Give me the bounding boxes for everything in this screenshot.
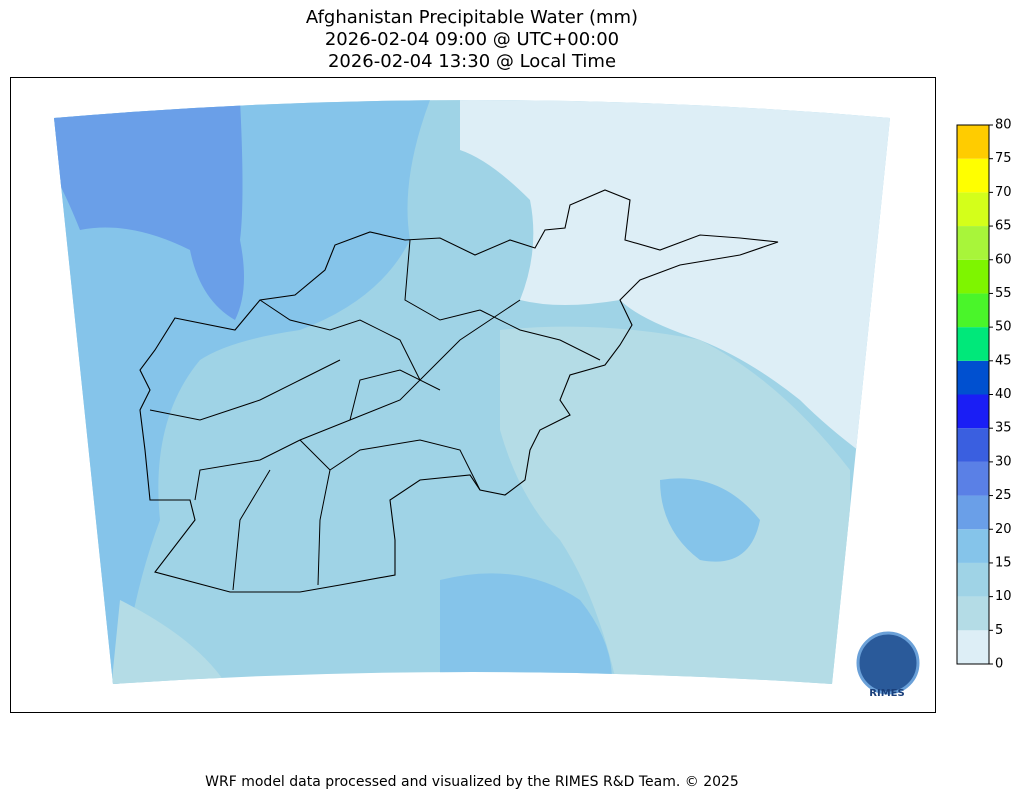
colorbar-bin [957,495,989,530]
colorbar-bin [957,327,989,361]
colorbar-bin [957,293,989,328]
logo-emblem [856,631,920,695]
colorbar-bin [957,428,989,462]
colorbar-bin [957,461,989,496]
field-region [54,100,244,320]
field-region [660,478,760,562]
colorbar-bin [957,529,989,563]
colorbar-bin [957,158,989,193]
tick-label: 70 [995,185,1012,200]
logo-text: RIMES [869,688,904,699]
colorbar-bin [957,596,989,631]
map: RIMES [54,100,920,699]
colorbar-bin [957,125,989,159]
tick-label: 25 [995,488,1012,503]
tick-label: 10 [995,589,1012,604]
tick-label: 65 [995,219,1012,234]
field-region [110,600,230,684]
field-region [440,573,612,684]
tick-label: 75 [995,151,1012,166]
colorbar-bin [957,360,989,395]
colorbar-bin [957,226,989,260]
tick-label: 0 [995,657,1003,672]
province-border [149,239,601,591]
title-line: Afghanistan Precipitable Water (mm) [306,7,638,28]
tick-label: 35 [995,421,1012,436]
tick-label: 40 [995,387,1012,402]
tick-label: 50 [995,320,1012,335]
colorbar-bin [957,562,989,597]
tick-label: 30 [995,454,1012,469]
title-line: 2026-02-04 09:00 @ UTC+00:00 [325,29,619,50]
tick-label: 60 [995,252,1012,267]
tick-label: 20 [995,522,1012,537]
colorbar-bin [957,394,989,429]
tick-label: 45 [995,353,1012,368]
colorbar-bin [957,630,989,664]
colorbar-bin [957,192,989,227]
title-line: 2026-02-04 13:30 @ Local Time [328,51,616,72]
colorbar: 0 5 10 15 20 25 30 35 40 45 50 55 60 65 70 75 80 [956,118,1012,672]
country-border [139,189,779,593]
field-region [460,100,890,480]
tick-label: 80 [995,118,1012,133]
colorbar-bin [957,259,989,294]
tick-label: 5 [995,623,1003,638]
tick-label: 15 [995,555,1012,570]
footer: WRF model data processed and visualized … [205,774,739,790]
tick-label: 55 [995,286,1012,301]
